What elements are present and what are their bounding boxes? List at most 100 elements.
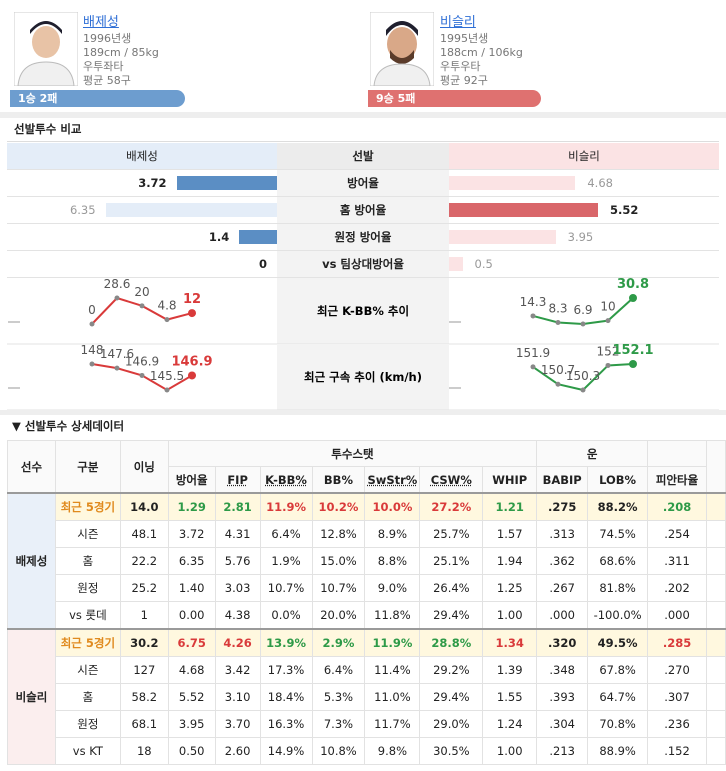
stat-cell: 10.0%: [364, 492, 421, 521]
stat-cell: 6.4%: [311, 656, 366, 684]
row-bg: [449, 224, 719, 251]
cut-cell: [705, 628, 726, 657]
pitcher-name[interactable]: 배제성: [83, 15, 119, 30]
stat-cell: 5.3%: [311, 683, 366, 711]
split: 홈: [54, 547, 121, 575]
column-header: SwStr%: [364, 466, 421, 494]
trend-value: 20: [134, 285, 149, 299]
stat-cell: .000: [536, 601, 589, 630]
stat-cell: 28.8%: [419, 628, 484, 657]
divider: [7, 141, 719, 142]
trend-point: [580, 321, 586, 327]
trend-point: [605, 318, 611, 324]
data-row: 배제성 최근 5경기 14.0 1.29 2.81 11.9% 10.2% 10.0% 27.2…: [7, 492, 726, 630]
stat-cell: 5.52: [167, 683, 216, 711]
compare-header: 배제성: [7, 143, 277, 170]
stat-cell: 27.2%: [419, 492, 484, 521]
stat-cell: 1.9%: [259, 547, 313, 575]
stat-cell: .313: [536, 520, 589, 548]
stat-cell: 49.5%: [587, 628, 649, 657]
column-header: FIP: [214, 466, 261, 494]
data-row: 비슬리 최근 5경기 30.2 6.75 4.26 13.9% 2.9% 11.9% 28.8%…: [7, 628, 726, 765]
stat-cell: 11.8%: [364, 601, 421, 630]
stat-cell: 70.8%: [587, 710, 649, 738]
trend-point: [530, 364, 536, 370]
stat-cell: 29.4%: [419, 683, 484, 711]
stat-cell: 3.72: [167, 520, 216, 548]
data-row: 시즌 127 4.68 3.42 17.3% 6.4% 11.4% 29.2% 1.39.348…: [8, 656, 726, 684]
stat-cell: 1.94: [482, 547, 538, 575]
column-header: 이닝: [119, 440, 169, 494]
stat-cell: 16.3%: [259, 710, 313, 738]
stat-cell: 88.2%: [587, 492, 649, 521]
stat-cell: 29.4%: [419, 601, 484, 630]
pitcher-info: 평균 92구: [440, 74, 488, 87]
stat-cell: 2.81: [214, 492, 261, 521]
cut-cell: [705, 656, 726, 684]
trend-point: [629, 294, 637, 302]
stat-cell: 25.7%: [419, 520, 484, 548]
stat-cell: 0.50: [167, 737, 216, 765]
stat-cell: .393: [536, 683, 589, 711]
trend-point: [114, 365, 120, 371]
cut-cell: [705, 520, 726, 548]
split: 홈: [54, 683, 121, 711]
column-header: 구분: [54, 440, 121, 494]
stat-cell: 67.8%: [587, 656, 649, 684]
split: 원정: [54, 574, 121, 602]
cut-cell: [705, 601, 726, 630]
stat-cell: 1.40: [167, 574, 216, 602]
stat-cell: .236: [647, 710, 707, 738]
section-title: ▼ 선발투수 상세데이터: [12, 419, 125, 433]
trend-value: 152.1: [612, 343, 653, 358]
trend-value: 28.6: [104, 278, 131, 291]
stat-cell: .000: [647, 601, 707, 630]
stat-cell: .320: [536, 628, 589, 657]
stat-cell: 11.4%: [364, 656, 421, 684]
cut-cell: [705, 710, 726, 738]
player-name: 배제성: [7, 492, 56, 630]
stat-cell: 1.34: [482, 628, 538, 657]
pitcher-info: 189cm / 85kg: [83, 46, 159, 59]
group-header: 투수스탯: [167, 440, 538, 467]
stat-cell: 3.95: [167, 710, 216, 738]
stat-cell: .208: [647, 492, 707, 521]
trend-point: [188, 309, 196, 318]
compare-bar: [105, 203, 277, 217]
header-row: 선수 구분 이닝 투수스탯 운: [7, 440, 726, 494]
stat-cell: 15.0%: [311, 547, 366, 575]
trend-value: 6.9: [573, 303, 592, 317]
trend-line: [91, 296, 193, 325]
trend-point: [139, 303, 145, 309]
row-bg: [449, 170, 719, 197]
stat-cell: 8.9%: [364, 520, 421, 548]
compare-value: 4.68: [587, 176, 613, 190]
record-bar: 9승 5패: [368, 90, 541, 107]
compare-value: 0: [258, 257, 267, 271]
stat-cell: .213: [536, 737, 589, 765]
split: vs KT: [54, 737, 121, 765]
stat-cell: 3.03: [214, 574, 261, 602]
stat-cell: .254: [647, 520, 707, 548]
stat-cell: 7.3%: [311, 710, 366, 738]
stat-cell: 18: [119, 737, 169, 765]
stat-cell: 81.8%: [587, 574, 649, 602]
stat-cell: 1.39: [482, 656, 538, 684]
compare-value: 6.35: [69, 203, 96, 217]
pitcher-info: 우투우타: [440, 60, 481, 73]
stat-cell: 30.5%: [419, 737, 484, 765]
cut-cell: [705, 547, 726, 575]
column-header: LOB%: [587, 466, 649, 494]
stat-cell: 30.2: [119, 628, 169, 657]
stat-cell: 1.00: [482, 737, 538, 765]
stat-cell: 14.0: [119, 492, 169, 521]
stat-cell: 74.5%: [587, 520, 649, 548]
separator: [0, 112, 726, 118]
pitcher-name[interactable]: 비슬리: [440, 15, 476, 30]
stat-cell: 2.9%: [311, 628, 366, 657]
stat-cell: 6.4%: [259, 520, 313, 548]
column-header: WHIP: [482, 466, 538, 494]
column-header: CSW%: [419, 466, 484, 494]
compare-label: 원정 방어율: [277, 224, 449, 251]
pitcher-info: 평균 58구: [83, 74, 131, 87]
